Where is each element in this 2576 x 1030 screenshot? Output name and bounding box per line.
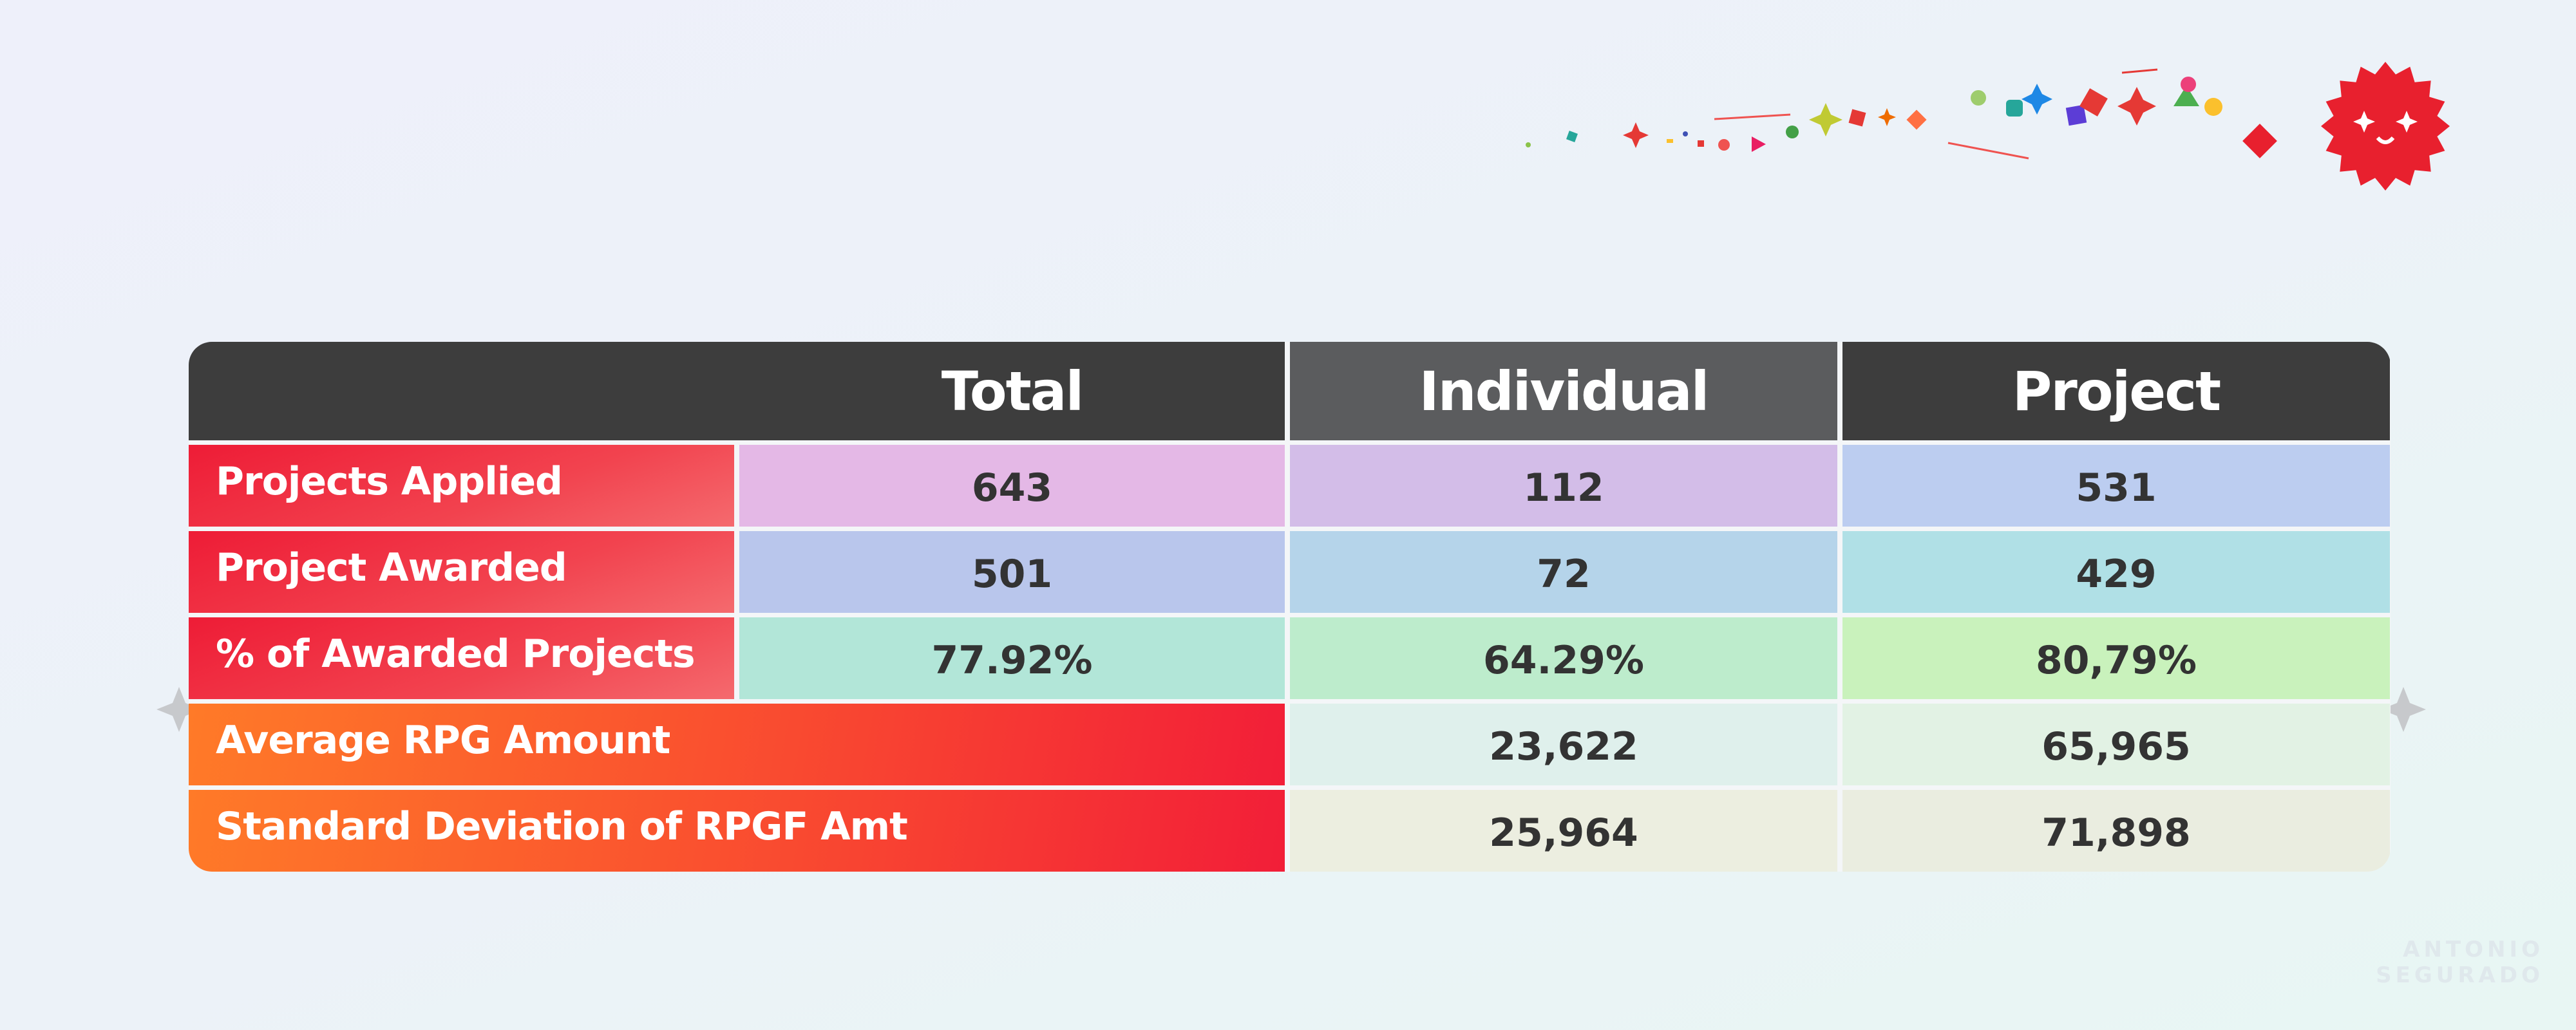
row-label: % of Awarded Projects (189, 617, 734, 699)
mascot-part (2321, 62, 2450, 191)
sparkle (156, 687, 202, 732)
value-cell: 501 (739, 531, 1285, 613)
table: Total Individual Project Projects Applied 64… (189, 342, 2391, 872)
value-cell: 65,965 (1842, 704, 2390, 785)
value-cell: 531 (1842, 445, 2390, 527)
row-label: Standard Deviation of RPGF Amt (189, 790, 1285, 872)
sparkle (2381, 687, 2426, 732)
column-header: Individual (1290, 342, 1837, 440)
mascot-part (2376, 136, 2395, 144)
value-cell: 112 (1290, 445, 1837, 527)
value-cell: 80,79% (1842, 617, 2390, 699)
value-cell: 72 (1290, 531, 1837, 613)
mascot-part (2396, 111, 2418, 133)
value-cell: 64.29% (1290, 617, 1837, 699)
mascot-part (2353, 111, 2375, 133)
row-label: Projects Applied (189, 445, 734, 527)
value-cell: 77.92% (739, 617, 1285, 699)
mascot (2321, 62, 2450, 191)
value-cell: 25,964 (1290, 790, 1837, 872)
watermark: SEGURADO (2376, 962, 2544, 988)
value-cell: 71,898 (1842, 790, 2390, 872)
column-header: Total (189, 342, 1285, 440)
watermark: ANTONIO (2403, 937, 2544, 962)
value-cell: 23,622 (1290, 704, 1837, 785)
value-cell: 643 (739, 445, 1285, 527)
column-header: Project (1842, 342, 2390, 440)
row-label: Average RPG Amount (189, 704, 1285, 785)
row-label: Project Awarded (189, 531, 734, 613)
confetti (1526, 68, 2277, 160)
value-cell: 429 (1842, 531, 2390, 613)
